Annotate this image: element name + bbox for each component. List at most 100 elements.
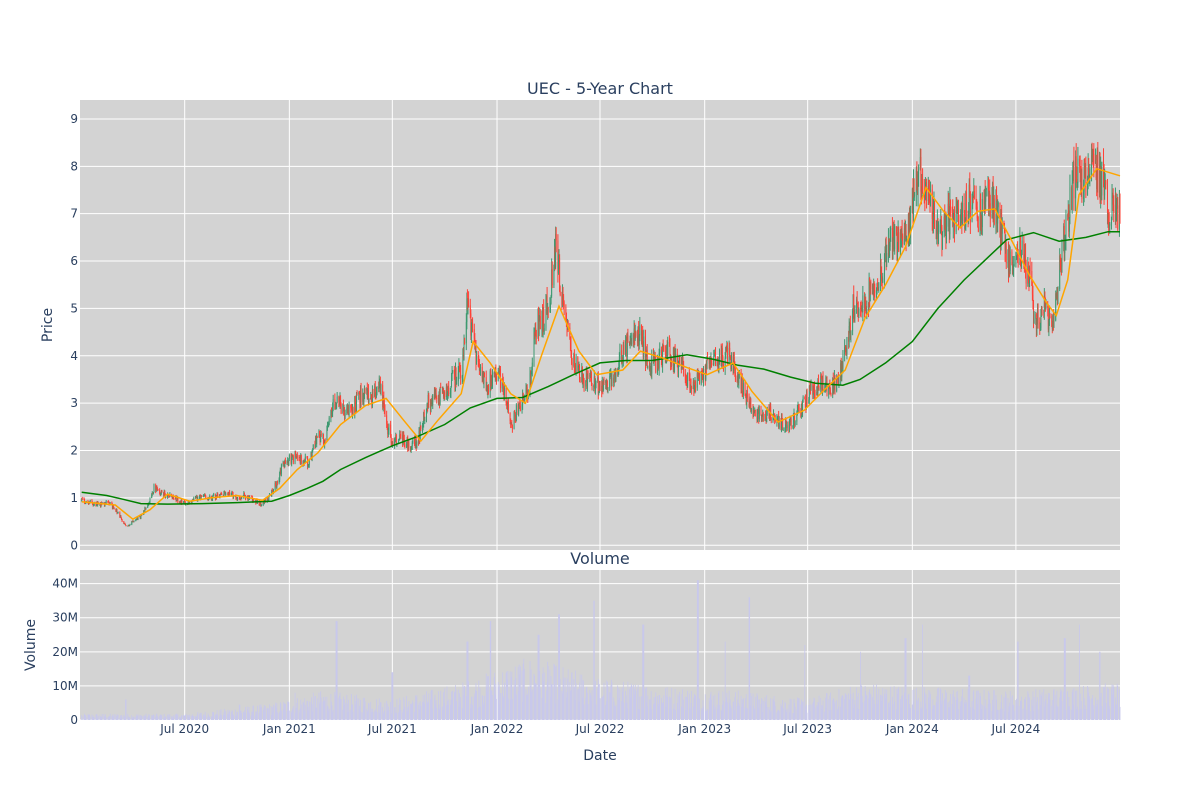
candle-body [176,497,178,501]
volume-bar [1011,696,1013,720]
volume-bar [571,672,573,720]
candle-body [433,391,435,395]
candle-body [796,412,798,422]
volume-bar [790,699,792,720]
candle-body [983,199,985,205]
candle-body [700,370,702,384]
candle-body [1075,156,1077,199]
candle-body [984,189,986,205]
volume-bar [946,692,947,720]
volume-bar [894,701,896,720]
volume-bar [339,695,340,720]
volume-bar [220,709,222,720]
candle-body [1096,178,1098,190]
volume-bar [318,692,320,720]
volume-bar [1020,700,1021,720]
candle-body [378,381,380,390]
volume-bar [196,714,198,720]
candle-body [129,524,131,526]
volume-bar [168,714,170,720]
candle-body [777,416,778,419]
volume-bar [133,716,134,720]
candle-body [559,291,561,295]
candle-body [112,505,114,509]
volume-bar [976,690,978,720]
volume-bar [822,700,824,720]
volume-bar [113,716,114,720]
volume-bar [744,707,746,720]
volume-bar [618,698,620,720]
candle-body [319,434,321,443]
volume-bar [1048,696,1050,720]
volume-bar [399,700,401,720]
volume-bar [439,707,441,720]
volume-bar [954,696,955,720]
candle-body [426,409,427,421]
candle-body [139,516,141,519]
candle-body [1109,223,1111,226]
volume-bar [135,714,137,720]
volume-bar [719,705,720,720]
candle-body [523,398,525,401]
volume-bar [866,695,868,720]
candle-body [750,398,752,412]
volume-bar [566,697,567,720]
volume-bar [439,709,440,720]
volume-bar [1004,711,1005,720]
candle-body [240,498,242,500]
volume-bar [908,693,910,720]
candle-body [274,483,276,490]
volume-bar [416,695,418,720]
volume-bar [801,702,803,720]
candle-body [241,497,243,499]
volume-bar [218,716,220,720]
volume-bar [905,638,906,720]
candle-body [390,424,392,438]
volume-bar [463,686,465,720]
volume-bar [971,701,973,720]
candle-body [957,208,959,210]
candle-body [813,385,815,388]
volume-bar [1053,690,1054,720]
candle-body [477,355,479,362]
candle-body [259,504,261,506]
volume-bar [880,695,881,720]
candle-body [179,502,181,504]
volume-bar [212,712,214,720]
candle-body [294,453,296,462]
volume-bar [649,699,650,720]
volume-bar [531,691,533,720]
candle-body [1072,171,1074,184]
candle-body [128,525,130,526]
candle-body [849,322,851,326]
volume-bar [323,696,324,720]
candle-body [1060,266,1062,268]
candle-body [621,350,623,363]
candle-body [922,180,924,193]
volume-bar [499,704,501,720]
candle-body [308,459,310,466]
volume-bar [509,671,511,720]
volume-bar [312,711,314,720]
volume-bar [103,714,105,720]
candle-body [476,355,477,364]
candle-body [606,380,608,388]
volume-bar [643,624,645,720]
candle-body [563,302,565,308]
candle-body [631,334,633,345]
volume-bar [774,701,776,720]
candle-body [543,328,545,332]
volume-bar [430,699,431,720]
volume-bar [191,716,193,720]
volume-bar [152,714,154,720]
candle-body [272,489,274,493]
volume-bar [655,692,657,720]
candle-body [1059,255,1061,290]
volume-bar [367,711,369,720]
volume-bar [562,693,563,720]
volume-bar [992,705,994,720]
volume-bar [327,706,329,720]
candle-body [487,387,489,393]
candle-body [558,258,560,264]
candle-body [133,520,134,522]
